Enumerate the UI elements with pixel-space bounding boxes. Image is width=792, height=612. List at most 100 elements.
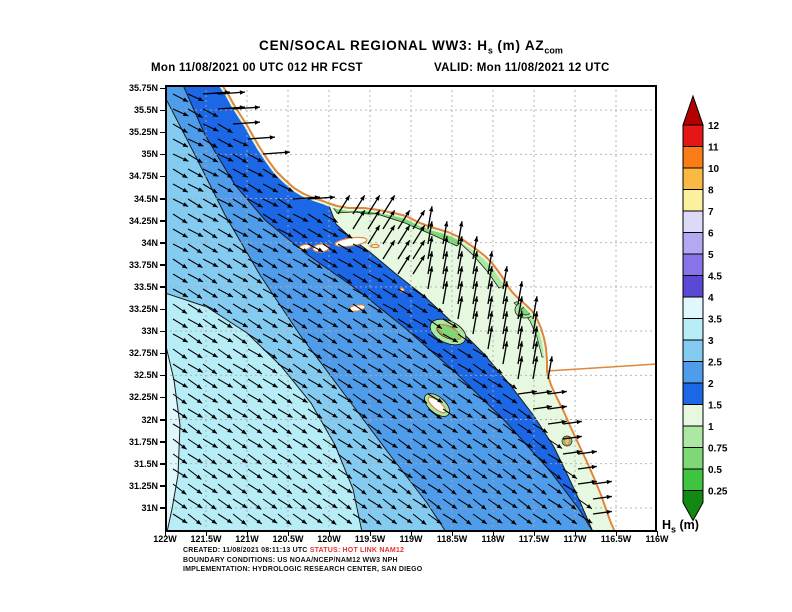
colorbar-title: Hs (m)	[662, 518, 699, 535]
lat-tick-label: 33.25N	[128, 304, 158, 314]
lon-tick-label: 121.5W	[190, 534, 222, 544]
colorbar-segment	[682, 275, 704, 298]
lat-tick-label: 31N	[141, 502, 158, 513]
colorbar-segment	[682, 404, 704, 427]
lat-tick-mark	[160, 441, 165, 443]
colorbar-top-arrow	[682, 94, 704, 126]
colorbar-tick-label: 1.5	[708, 401, 722, 412]
colorbar-segment	[682, 339, 704, 362]
lat-tick-label: 32.25N	[128, 392, 158, 403]
colorbar: 12 11 10 8 7 6 5 4.5 4 3.5 3 2.5 2 1.5 1 0.75 0.5 0.25	[682, 94, 728, 522]
lat-tick-mark	[160, 109, 165, 112]
lat-tick-mark	[160, 419, 165, 421]
graticule	[165, 85, 657, 532]
credits-status: STATUS: HOT LINK NAM12	[309, 547, 405, 554]
lon-tick-label: 118.5W	[436, 534, 468, 544]
colorbar-segment	[682, 146, 704, 169]
lat-tick-label: 34N	[141, 237, 158, 248]
colorbar-segment	[682, 447, 704, 470]
colorbar-tick-label: 4	[708, 293, 714, 304]
contour-2p5m	[165, 96, 447, 532]
lon-tick-mark	[615, 531, 617, 536]
lat-tick-label: 35.75N	[128, 83, 158, 93]
colorbar-segment	[682, 361, 704, 384]
forecast-valid-label: VALID: Mon 11/08/2021 12 UTC	[434, 62, 610, 74]
lat-tick-mark	[160, 198, 165, 200]
lat-tick-label: 35.5N	[133, 105, 158, 116]
lat-tick-mark	[160, 507, 165, 509]
lon-tick-mark	[410, 531, 412, 536]
plot-title-sub-com: com	[544, 45, 563, 56]
channel-islands	[298, 236, 571, 446]
colorbar-tick-label: 6	[708, 229, 714, 240]
lat-tick-mark	[160, 153, 165, 156]
lat-tick-mark	[160, 463, 165, 465]
lat-tick-label: 34.5N	[133, 193, 158, 204]
colorbar-tick-label: 11	[708, 143, 719, 154]
lat-tick-mark	[160, 286, 165, 288]
lat-tick-mark	[160, 485, 165, 487]
lat-tick-label: 31.75N	[128, 436, 158, 447]
colorbar-segment	[682, 232, 704, 255]
contour-3p5m	[165, 341, 181, 532]
colorbar-tick-label: 12	[708, 121, 720, 132]
lat-tick-label: 32.5N	[133, 370, 158, 381]
colorbar-tick-label: 4.5	[708, 272, 722, 283]
lat-tick-mark	[160, 264, 165, 266]
colorbar-tick-label: 2.5	[708, 358, 722, 369]
colorbar-segment	[682, 253, 704, 276]
lat-tick-label: 35.25N	[128, 127, 158, 138]
lon-tick-label: 116.5W	[600, 534, 632, 544]
lon-tick-label: 121W	[235, 534, 259, 544]
lon-tick-mark	[574, 531, 576, 536]
lat-tick-mark	[160, 374, 165, 377]
lat-tick-mark	[160, 242, 165, 244]
credits: CREATED: 11/08/2021 08:11:13 UTC STATUS:…	[183, 546, 422, 575]
colorbar-segment	[682, 210, 704, 233]
lon-tick-label: 117.5W	[518, 534, 550, 544]
lat-tick-label: 34.25N	[128, 215, 158, 226]
lat-tick-label: 31.25N	[128, 480, 158, 491]
plot-title-units: (m) AZ	[492, 38, 545, 53]
colorbar-tick-label: 5	[708, 250, 714, 261]
nearshore-wave-arrows	[202, 91, 612, 515]
plot-title-sub-s: s	[487, 45, 493, 56]
wave-direction-arrows	[172, 93, 593, 526]
credits-created: CREATED: 11/08/2021 08:11:13 UTC	[183, 547, 310, 554]
lon-tick-mark	[656, 531, 658, 536]
colorbar-title-sub: s	[671, 524, 677, 535]
colorbar-tick-label: 0.25	[708, 487, 728, 498]
lat-tick-mark	[160, 308, 165, 310]
lon-tick-label: 117W	[563, 534, 587, 544]
lat-tick-label: 32.75N	[128, 348, 158, 359]
colorbar-segment	[682, 318, 704, 341]
lon-tick-label: 120.5W	[272, 534, 304, 544]
colorbar-tick-label: 2	[708, 379, 714, 390]
lon-tick-label: 120W	[317, 534, 341, 544]
lon-tick-label: 119.5W	[354, 534, 386, 544]
lat-tick-label: 32N	[141, 414, 158, 425]
lon-tick-mark	[205, 531, 207, 536]
forecast-map	[165, 85, 657, 532]
credits-line-2: BOUNDARY CONDITIONS: US NOAA/NCEP/NAM12 …	[183, 556, 398, 564]
plot-title: CEN/SOCAL REGIONAL WW3: Hs (m) AZcom	[145, 38, 677, 56]
coastline	[221, 85, 616, 532]
lat-tick-label: 31.5N	[133, 458, 158, 469]
colorbar-segment	[682, 468, 704, 491]
forecast-init-label: Mon 11/08/2021 00 UTC 012 HR FCST	[151, 62, 363, 74]
lat-tick-label: 33.75N	[128, 259, 158, 270]
lat-tick-mark	[160, 87, 165, 89]
colorbar-tick-label: 0.75	[708, 444, 728, 455]
colorbar-title-unit: (m)	[676, 518, 699, 532]
colorbar-segment	[682, 382, 704, 405]
lat-tick-mark	[160, 131, 165, 134]
santa-cruz-island	[334, 236, 368, 248]
colorbar-tick-label: 8	[708, 186, 714, 197]
colorbar-segment	[682, 124, 704, 147]
lat-tick-mark	[160, 175, 165, 178]
colorbar-tick-label: 1	[708, 422, 714, 433]
lon-tick-mark	[533, 531, 535, 536]
lat-tick-label: 33.5N	[133, 281, 158, 292]
credits-line-3: IMPLEMENTATION: HYDROLOGIC RESEARCH CENT…	[183, 566, 423, 573]
